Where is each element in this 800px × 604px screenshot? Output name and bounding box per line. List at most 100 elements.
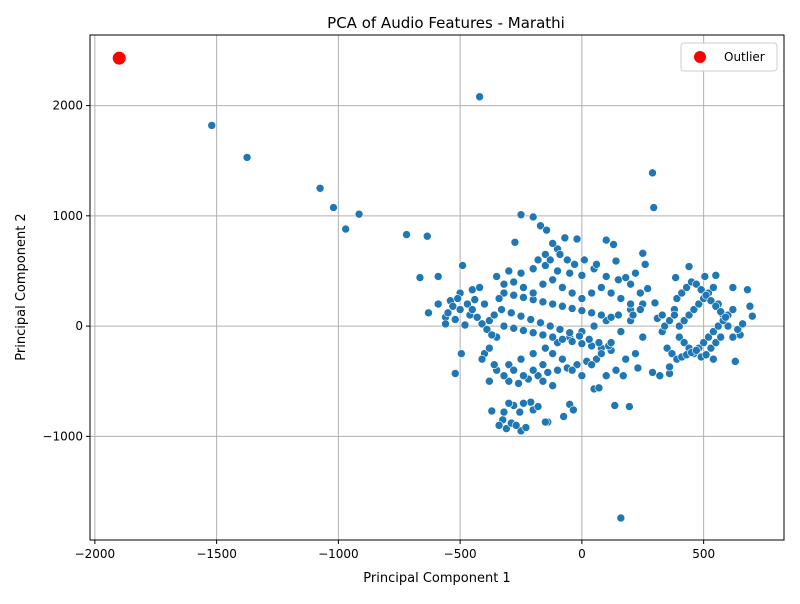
data-point <box>592 354 601 364</box>
y-tick-label: 1000 <box>52 209 83 223</box>
data-point <box>587 308 596 318</box>
data-point <box>468 305 477 314</box>
data-point <box>470 295 480 304</box>
data-point <box>699 338 708 347</box>
data-point <box>433 299 443 309</box>
data-point <box>682 283 691 292</box>
data-point <box>538 297 548 307</box>
data-point <box>499 407 509 417</box>
data-point <box>716 307 725 317</box>
data-point <box>733 325 743 334</box>
data-point <box>626 279 635 289</box>
data-point <box>560 233 570 243</box>
data-point <box>463 299 472 309</box>
data-point <box>457 349 466 358</box>
data-point <box>499 288 509 298</box>
data-point <box>569 405 578 415</box>
data-point <box>696 285 706 295</box>
data-point <box>499 371 509 381</box>
data-point <box>728 305 738 314</box>
data-point <box>728 332 738 342</box>
data-point <box>601 235 611 245</box>
data-point <box>649 203 659 212</box>
y-tick-label: −1000 <box>42 429 83 443</box>
data-point <box>509 277 519 287</box>
data-point <box>516 210 526 220</box>
data-point <box>587 288 596 298</box>
x-tick-label: −1500 <box>196 547 237 561</box>
data-point <box>616 513 626 523</box>
data-point <box>631 268 640 278</box>
data-point <box>594 383 604 393</box>
data-point <box>701 350 711 360</box>
data-point <box>487 330 497 340</box>
data-point <box>606 338 616 347</box>
data-point <box>499 321 509 331</box>
data-point <box>626 299 635 309</box>
outlier-layer <box>112 51 126 65</box>
data-point <box>475 92 484 102</box>
data-point <box>723 321 733 331</box>
data-point <box>660 321 669 331</box>
data-point <box>738 319 747 329</box>
data-point <box>662 343 672 353</box>
data-point <box>528 349 538 358</box>
data-point <box>671 273 680 282</box>
data-point <box>521 423 531 432</box>
data-point <box>559 412 568 421</box>
data-point <box>601 371 611 381</box>
scatter-points <box>207 92 757 523</box>
data-point <box>489 360 499 369</box>
data-point <box>489 310 499 320</box>
data-point <box>665 316 674 325</box>
axis-ticks: −2000 −1500 −1000 −500 0 500 −1000 0 1000 2000 <box>42 99 715 561</box>
data-point <box>672 294 682 303</box>
data-point <box>458 261 467 270</box>
data-point <box>450 315 460 324</box>
data-point <box>555 250 565 259</box>
data-point <box>541 250 550 259</box>
data-point <box>506 308 516 318</box>
data-point <box>548 381 557 390</box>
data-point <box>601 272 611 281</box>
data-point <box>597 283 606 292</box>
data-point <box>499 279 509 289</box>
y-tick-label: 2000 <box>52 99 83 113</box>
data-point <box>655 371 665 381</box>
data-point <box>709 327 718 336</box>
data-point <box>509 365 519 375</box>
legend-outlier-label: Outlier <box>724 50 765 64</box>
data-point <box>679 338 689 347</box>
data-point <box>526 315 536 324</box>
data-point <box>475 283 484 292</box>
data-point <box>692 279 701 289</box>
data-point <box>692 346 701 355</box>
data-point <box>450 369 460 378</box>
data-point <box>519 293 528 302</box>
data-point <box>679 316 689 325</box>
data-point <box>509 290 519 300</box>
data-point <box>533 371 543 381</box>
data-point <box>443 308 453 318</box>
data-point <box>728 283 738 292</box>
data-point <box>402 230 411 239</box>
data-point <box>472 312 482 322</box>
data-point <box>636 288 645 298</box>
data-point <box>519 326 528 335</box>
data-point <box>638 249 648 258</box>
data-point <box>638 332 648 342</box>
data-point <box>477 354 487 364</box>
data-point <box>536 318 545 328</box>
data-point <box>665 362 674 372</box>
data-point <box>606 288 616 298</box>
plot-area-frame <box>89 34 785 541</box>
data-point <box>242 153 252 162</box>
data-point <box>341 224 350 234</box>
data-point <box>509 323 519 333</box>
data-point <box>536 221 545 231</box>
data-point <box>528 288 538 298</box>
data-point <box>611 365 621 375</box>
data-point <box>548 299 557 309</box>
